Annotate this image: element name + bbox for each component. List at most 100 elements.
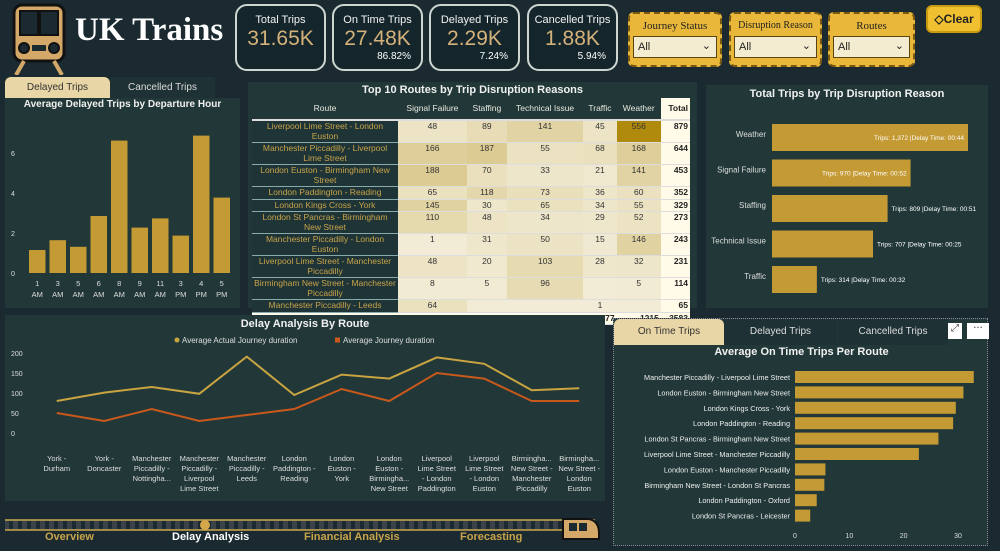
nav-overview[interactable]: Overview: [45, 531, 94, 543]
legend-marker: [335, 337, 340, 343]
category-label: Signal Failure: [717, 166, 766, 175]
value-cell: 188: [398, 164, 467, 187]
series-line[interactable]: [56, 371, 580, 423]
x-tick-label: Birmingha... New Street -London Euston: [558, 454, 600, 493]
bar[interactable]: [131, 227, 149, 273]
clear-filters-button[interactable]: ◇Clear: [926, 5, 982, 33]
bar[interactable]: [29, 250, 46, 273]
tab-delayed-trips[interactable]: Delayed Trips: [724, 319, 837, 345]
bar[interactable]: [795, 448, 919, 460]
column-header[interactable]: Signal Failure: [398, 98, 467, 121]
table-row: London Paddington - Reading 65 118 73 36 60 35…: [252, 186, 690, 200]
nav-financial-analysis[interactable]: Financial Analysis: [304, 531, 400, 543]
value-cell: [616, 299, 661, 313]
delayed-by-hour-panel: Average Delayed Trips by Departure Hour …: [5, 98, 240, 308]
column-header[interactable]: Technical Issue: [506, 98, 584, 121]
nav-delay-analysis[interactable]: Delay Analysis: [172, 531, 250, 543]
slicer-disruption-reason[interactable]: Disruption Reason All ⌄: [729, 12, 822, 67]
kpi-cancelled-trips: Cancelled Trips 1.88K 5.94%: [527, 4, 618, 71]
journey-status-dropdown[interactable]: All ⌄: [633, 36, 717, 58]
bar[interactable]: [49, 240, 67, 273]
bar[interactable]: [795, 478, 825, 491]
route-cell: London St Pancras - Birmingham New Stree…: [252, 211, 398, 234]
train-front-icon: [12, 3, 66, 75]
disruption-reason-dropdown[interactable]: All ⌄: [734, 36, 817, 58]
bar[interactable]: [795, 494, 817, 507]
category-label: Staffing: [739, 201, 766, 210]
tab-delayed-trips[interactable]: Delayed Trips: [5, 77, 110, 98]
x-tick-label: London Euston -York: [328, 454, 356, 483]
routes-dropdown[interactable]: All ⌄: [833, 36, 910, 58]
series-line[interactable]: [56, 355, 580, 402]
bar[interactable]: [772, 159, 911, 187]
eraser-icon: ◇: [934, 12, 944, 26]
x-tick-label: 1 AM: [32, 279, 43, 299]
route-cell: Liverpool Lime Street - London Euston: [252, 120, 398, 143]
delay-analysis-chart: Average Actual Journey duration Average J…: [11, 336, 601, 493]
delayed-by-hour-chart: 0 2 4 6 1 AM 3 AM 5 AM 6 AM 8 AM 9 AM 11 AM 3 PM 4 PM 5 PM: [11, 135, 231, 299]
total-cell: 329: [660, 199, 690, 212]
bar[interactable]: [772, 195, 888, 222]
value-cell: 556: [616, 120, 661, 143]
value-cell: 145: [398, 199, 467, 212]
value-cell: 65: [506, 199, 584, 212]
value-cell: 29: [583, 211, 617, 234]
focus-mode-icon[interactable]: ⤢: [948, 323, 962, 339]
bar[interactable]: [111, 140, 128, 273]
bar[interactable]: [152, 218, 169, 273]
bar[interactable]: [795, 417, 954, 430]
column-header[interactable]: Traffic: [583, 98, 617, 121]
bar[interactable]: [795, 432, 939, 445]
category-label: London Kings Cross - York: [704, 404, 791, 413]
x-tick-label: London Paddington -Reading: [273, 454, 316, 483]
category-label: Weather: [736, 130, 766, 139]
bar[interactable]: [193, 135, 210, 273]
bar[interactable]: [795, 463, 826, 476]
bar[interactable]: [772, 124, 968, 151]
tab-cancelled-trips[interactable]: Cancelled Trips: [838, 319, 948, 345]
chevron-down-icon: ⌄: [801, 40, 811, 52]
bar[interactable]: [70, 246, 87, 273]
route-cell: London Kings Cross - York: [252, 199, 398, 212]
table-row: Manchester Piccadilly - Liverpool Lime S…: [252, 142, 690, 165]
bar[interactable]: [772, 266, 817, 293]
x-tick-label: Birmingha... New Street -Manchester Piccad…: [511, 454, 553, 493]
bar[interactable]: [90, 216, 108, 273]
value-cell: 34: [583, 199, 617, 212]
tab-on-time-trips[interactable]: On Time Trips: [614, 319, 724, 345]
bar[interactable]: [172, 235, 190, 273]
total-cell: 453: [660, 164, 690, 187]
x-tick-label: 30: [954, 533, 962, 540]
bar[interactable]: [795, 509, 811, 522]
y-tick-label: 0: [11, 431, 15, 438]
slicer-routes[interactable]: Routes All ⌄: [828, 12, 915, 67]
bar[interactable]: [772, 230, 873, 258]
value-cell: 110: [398, 211, 467, 234]
y-tick-label: 200: [11, 351, 23, 358]
value-cell: 118: [466, 186, 507, 200]
slicer-label: Routes: [856, 20, 887, 32]
value-cell: [506, 299, 584, 313]
total-cell: 65: [660, 299, 690, 313]
tab-cancelled-trips[interactable]: Cancelled Trips: [110, 77, 215, 98]
column-header[interactable]: Total: [660, 98, 690, 121]
bar[interactable]: [213, 197, 231, 273]
y-tick-label: 2: [11, 231, 15, 238]
bar[interactable]: [795, 386, 964, 399]
table-row: Liverpool Lime Street - London Euston 48 8…: [252, 120, 690, 143]
column-header[interactable]: Weather: [616, 98, 661, 121]
bar[interactable]: [795, 371, 974, 383]
x-tick-label: Manchester Piccadilly -Leeds: [227, 454, 267, 483]
kpi-on-time-trips: On Time Trips 27.48K 86.82%: [332, 4, 423, 71]
column-header[interactable]: Route: [252, 98, 398, 121]
dropdown-value: All: [739, 41, 752, 53]
nav-forecasting[interactable]: Forecasting: [460, 531, 523, 543]
more-options-icon[interactable]: ···: [967, 323, 989, 339]
total-cell: 273: [660, 211, 690, 234]
kpi-label: Delayed Trips: [440, 14, 509, 26]
bar[interactable]: [795, 401, 956, 414]
top-routes-table-panel: Top 10 Routes by Trip Disruption Reasons…: [248, 82, 697, 325]
column-header[interactable]: Staffing: [466, 98, 507, 121]
table-row: London Euston - Birmingham New Street 188…: [252, 164, 690, 187]
slicer-journey-status[interactable]: Journey Status All ⌄: [628, 12, 722, 67]
